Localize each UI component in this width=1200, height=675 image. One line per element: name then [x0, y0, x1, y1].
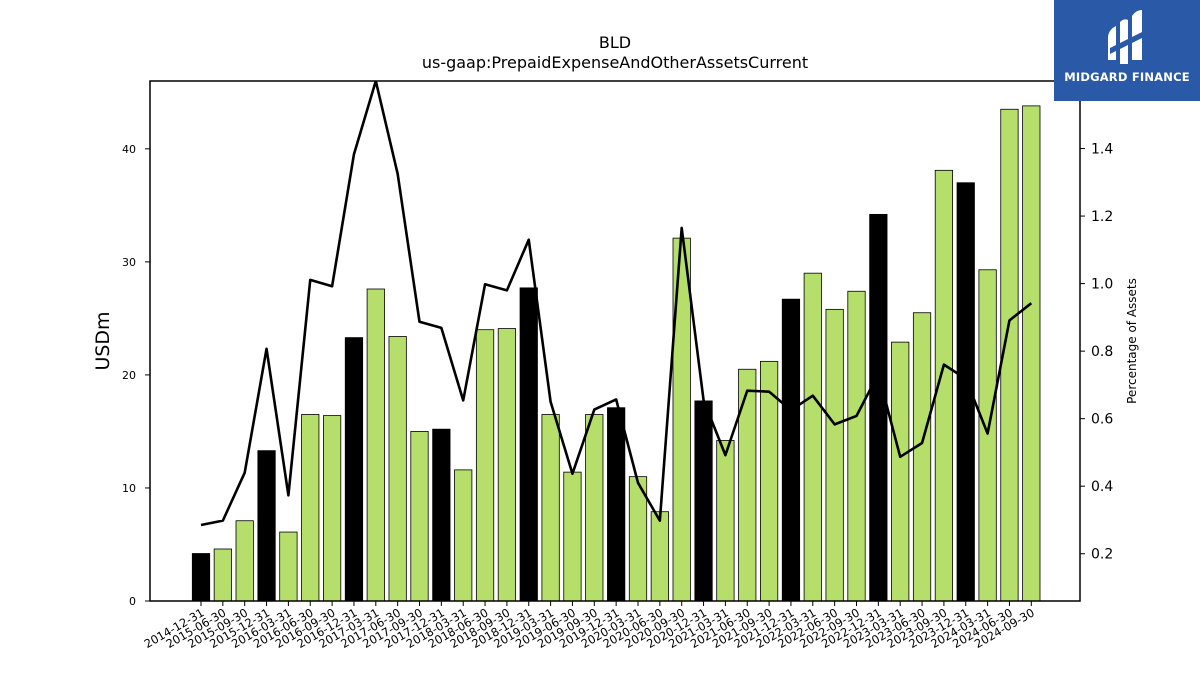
bar-2022-12-31 [869, 213, 888, 602]
y-ticks-group: 0 10 20 30 40 [122, 143, 150, 608]
bar-2024-03-31 [978, 269, 997, 602]
bar-2017-09-30 [410, 431, 429, 602]
bar-2017-12-31 [432, 428, 451, 602]
y2-ticks-group: 0.2 0.4 0.6 0.8 1.0 1.2 1.4 [1080, 142, 1113, 563]
line-group [200, 81, 1033, 527]
bar-2019-09-30 [585, 414, 604, 602]
bar-2014-12-31 [191, 553, 211, 602]
bar-2016-12-31 [344, 337, 364, 602]
y2-axis-label: Percentage of Assets [1125, 278, 1139, 404]
bar-2015-12-31 [257, 450, 276, 602]
bar-2016-06-30 [301, 414, 320, 602]
y-tick-label: 30 [122, 256, 136, 269]
y-tick-label: 20 [122, 369, 136, 382]
bar-2016-09-30 [322, 415, 342, 602]
y-axis-label: USDm [92, 311, 114, 370]
bar-2024-09-30 [1022, 105, 1041, 602]
y2-tick-label: 1.2 [1091, 209, 1113, 225]
bar-2021-12-31 [781, 298, 801, 602]
bar-2021-06-30 [738, 368, 757, 602]
bar-2020-12-31 [694, 400, 713, 602]
bar-2015-06-30 [213, 548, 232, 602]
y2-tick-label: 0.2 [1091, 547, 1113, 563]
midgard-finance-logo: MIDGARD FINANCE [1054, 0, 1200, 101]
bar-2018-03-31 [454, 469, 473, 602]
y2-tick-label: 0.6 [1091, 412, 1113, 428]
bar-2018-06-30 [475, 329, 495, 602]
bar-2019-03-31 [541, 414, 560, 602]
bar-2018-09-30 [497, 328, 517, 602]
chart-subtitle: us-gaap:PrepaidExpenseAndOtherAssetsCurr… [422, 53, 808, 72]
bar-2023-03-31 [891, 341, 910, 602]
y-tick-label: 0 [129, 595, 136, 608]
y2-tick-label: 0.8 [1091, 344, 1113, 360]
logo-mark-icon [1108, 10, 1146, 64]
y2-tick-label: 0.4 [1091, 479, 1113, 495]
bar-2022-06-30 [825, 308, 844, 602]
x-ticks-group: 2014-12-312015-06-302015-09-302015-12-31… [142, 601, 1037, 651]
y-tick-label: 10 [122, 482, 136, 495]
bar-2020-06-30 [650, 511, 669, 602]
y2-tick-label: 1.0 [1091, 277, 1113, 293]
bar-2023-06-30 [912, 312, 932, 602]
bar-2022-09-30 [847, 290, 866, 602]
bar-2019-12-31 [607, 407, 626, 602]
bar-2016-03-31 [279, 531, 298, 602]
y-tick-label: 40 [122, 143, 136, 156]
percentage-of-assets-line [200, 81, 1033, 527]
chart-title: BLD [599, 33, 631, 52]
bar-2017-03-31 [366, 288, 385, 602]
bar-2021-03-31 [716, 440, 735, 602]
bar-2019-06-30 [563, 471, 582, 602]
logo-text: MIDGARD FINANCE [1064, 70, 1190, 84]
bar-2022-03-31 [803, 272, 822, 602]
y2-tick-label: 1.4 [1091, 142, 1113, 158]
bar-2017-06-30 [388, 336, 407, 602]
plot-frame [149, 80, 1081, 602]
bar-2015-09-30 [235, 520, 254, 602]
bars-group [191, 105, 1041, 602]
bar-2018-12-31 [519, 287, 538, 602]
